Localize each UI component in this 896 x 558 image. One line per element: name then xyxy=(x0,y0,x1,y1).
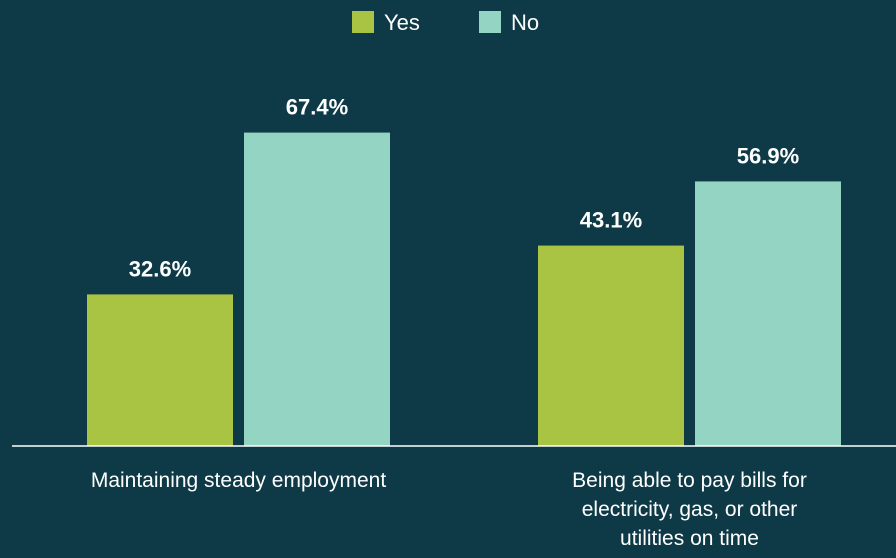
legend-swatch-yes xyxy=(352,11,374,33)
category-label-1-line-2: utilities on time xyxy=(620,527,759,550)
data-label-yes-0: 32.6% xyxy=(129,256,191,281)
data-label-yes-1: 43.1% xyxy=(580,208,642,233)
bar-no-0 xyxy=(244,132,390,446)
legend: Yes No xyxy=(352,10,539,35)
category-label-1-line-0: Being able to pay bills for xyxy=(572,469,807,492)
bars xyxy=(87,132,841,447)
legend-label-yes: Yes xyxy=(384,10,420,35)
category-label-1-line-1: electricity, gas, or other xyxy=(582,498,798,521)
category-label-0-line-0: Maintaining steady employment xyxy=(91,469,386,492)
data-label-no-1: 56.9% xyxy=(737,143,799,168)
legend-swatch-no xyxy=(479,11,501,33)
bar-yes-1 xyxy=(538,245,684,446)
labels: 32.6% 67.4% Maintaining steady employment 4… xyxy=(91,95,807,550)
bar-no-1 xyxy=(695,181,841,447)
data-label-no-0: 67.4% xyxy=(286,95,348,120)
bar-yes-0 xyxy=(87,294,233,446)
legend-label-no: No xyxy=(511,10,539,35)
